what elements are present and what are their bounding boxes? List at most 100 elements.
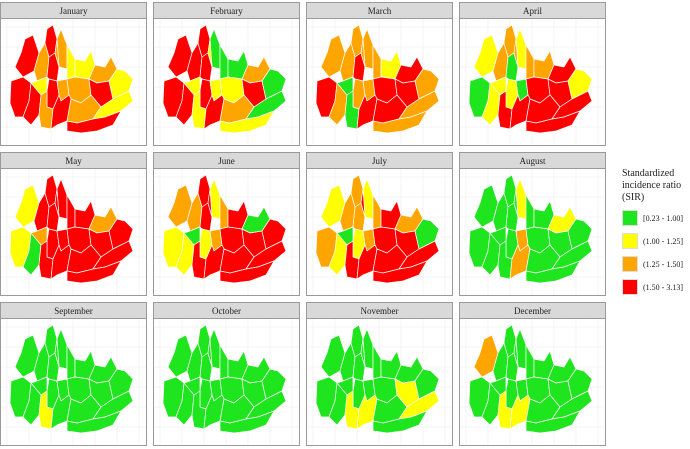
district-18	[344, 390, 360, 430]
district-10	[372, 344, 382, 380]
legend-swatch	[622, 210, 638, 226]
district-9	[360, 338, 366, 368]
map-panel-november: November	[306, 302, 453, 446]
district-9	[513, 338, 519, 368]
legend-items: [0.23 - 1.00] (1.00 - 1.25] (1.25 - 1.50] (…	[622, 209, 688, 296]
panel-title: December	[460, 303, 605, 319]
district-10	[66, 194, 76, 230]
district-18	[497, 90, 513, 130]
legend: Standardized incidence ratio (SIR) [0.23…	[622, 168, 688, 296]
district-9	[207, 338, 213, 368]
legend-label: (1.00 - 1.25]	[643, 236, 683, 246]
district-9	[513, 188, 519, 218]
map-panel-march: March	[306, 2, 453, 146]
district-9	[513, 38, 519, 68]
map-panel-february: February	[153, 2, 300, 146]
panel-title: July	[307, 153, 452, 169]
district-22	[372, 110, 428, 134]
district-10	[372, 194, 382, 230]
map-panel-january: January	[0, 2, 147, 146]
choropleth-map	[154, 319, 299, 445]
district-9	[207, 188, 213, 218]
district-18	[191, 240, 207, 280]
choropleth-map	[460, 169, 605, 295]
panel-title: February	[154, 3, 299, 19]
choropleth-map	[307, 319, 452, 445]
map-panel-may: May	[0, 152, 147, 296]
district-10	[66, 44, 76, 80]
district-5	[489, 376, 507, 396]
district-5	[336, 376, 354, 396]
district-5	[183, 226, 201, 246]
legend-item: [0.23 - 1.00]	[622, 209, 688, 227]
district-22	[525, 110, 581, 134]
choropleth-map	[307, 19, 452, 145]
map-panel-june: June	[153, 152, 300, 296]
district-9	[207, 38, 213, 68]
map-panel-april: April	[459, 2, 606, 146]
district-18	[497, 240, 513, 280]
district-18	[497, 390, 513, 430]
legend-label: (1.25 - 1.50]	[643, 259, 683, 269]
district-10	[525, 344, 535, 380]
map-panel-august: August	[459, 152, 606, 296]
district-9	[54, 338, 60, 368]
legend-title: Standardized incidence ratio (SIR)	[622, 168, 682, 203]
legend-item: (1.25 - 1.50]	[622, 255, 688, 273]
district-18	[344, 240, 360, 280]
district-18	[38, 240, 54, 280]
district-18	[344, 90, 360, 130]
choropleth-map	[154, 19, 299, 145]
district-5	[489, 226, 507, 246]
panel-title: November	[307, 303, 452, 319]
map-panel-december: December	[459, 302, 606, 446]
panel-title: August	[460, 153, 605, 169]
map-panel-october: October	[153, 302, 300, 446]
map-panel-september: September	[0, 302, 147, 446]
district-5	[30, 376, 48, 396]
panel-title: September	[1, 303, 146, 319]
district-22	[66, 260, 122, 284]
legend-item: (1.00 - 1.25]	[622, 232, 688, 250]
district-5	[336, 76, 354, 96]
district-10	[66, 344, 76, 380]
district-22	[525, 260, 581, 284]
district-18	[38, 390, 54, 430]
district-9	[360, 188, 366, 218]
choropleth-map	[460, 19, 605, 145]
panel-title: March	[307, 3, 452, 19]
district-10	[372, 44, 382, 80]
district-5	[183, 76, 201, 96]
panel-title: October	[154, 303, 299, 319]
district-10	[525, 44, 535, 80]
choropleth-map	[1, 319, 146, 445]
district-22	[219, 260, 275, 284]
district-5	[30, 76, 48, 96]
legend-item: (1.50 - 3.13]	[622, 278, 688, 296]
district-10	[219, 194, 229, 230]
district-18	[191, 390, 207, 430]
district-22	[219, 110, 275, 134]
district-5	[183, 376, 201, 396]
district-22	[66, 110, 122, 134]
district-18	[191, 90, 207, 130]
choropleth-map	[1, 169, 146, 295]
legend-swatch	[622, 256, 638, 272]
choropleth-map	[1, 19, 146, 145]
district-22	[66, 410, 122, 434]
legend-label: [0.23 - 1.00]	[643, 213, 683, 223]
map-panel-july: July	[306, 152, 453, 296]
district-22	[372, 260, 428, 284]
legend-swatch	[622, 279, 638, 295]
district-9	[54, 38, 60, 68]
district-9	[54, 188, 60, 218]
district-5	[30, 226, 48, 246]
district-22	[525, 410, 581, 434]
panel-title: June	[154, 153, 299, 169]
legend-swatch	[622, 233, 638, 249]
choropleth-map	[460, 319, 605, 445]
legend-label: (1.50 - 3.13]	[643, 282, 683, 292]
district-18	[38, 90, 54, 130]
panel-title: January	[1, 3, 146, 19]
district-10	[219, 44, 229, 80]
